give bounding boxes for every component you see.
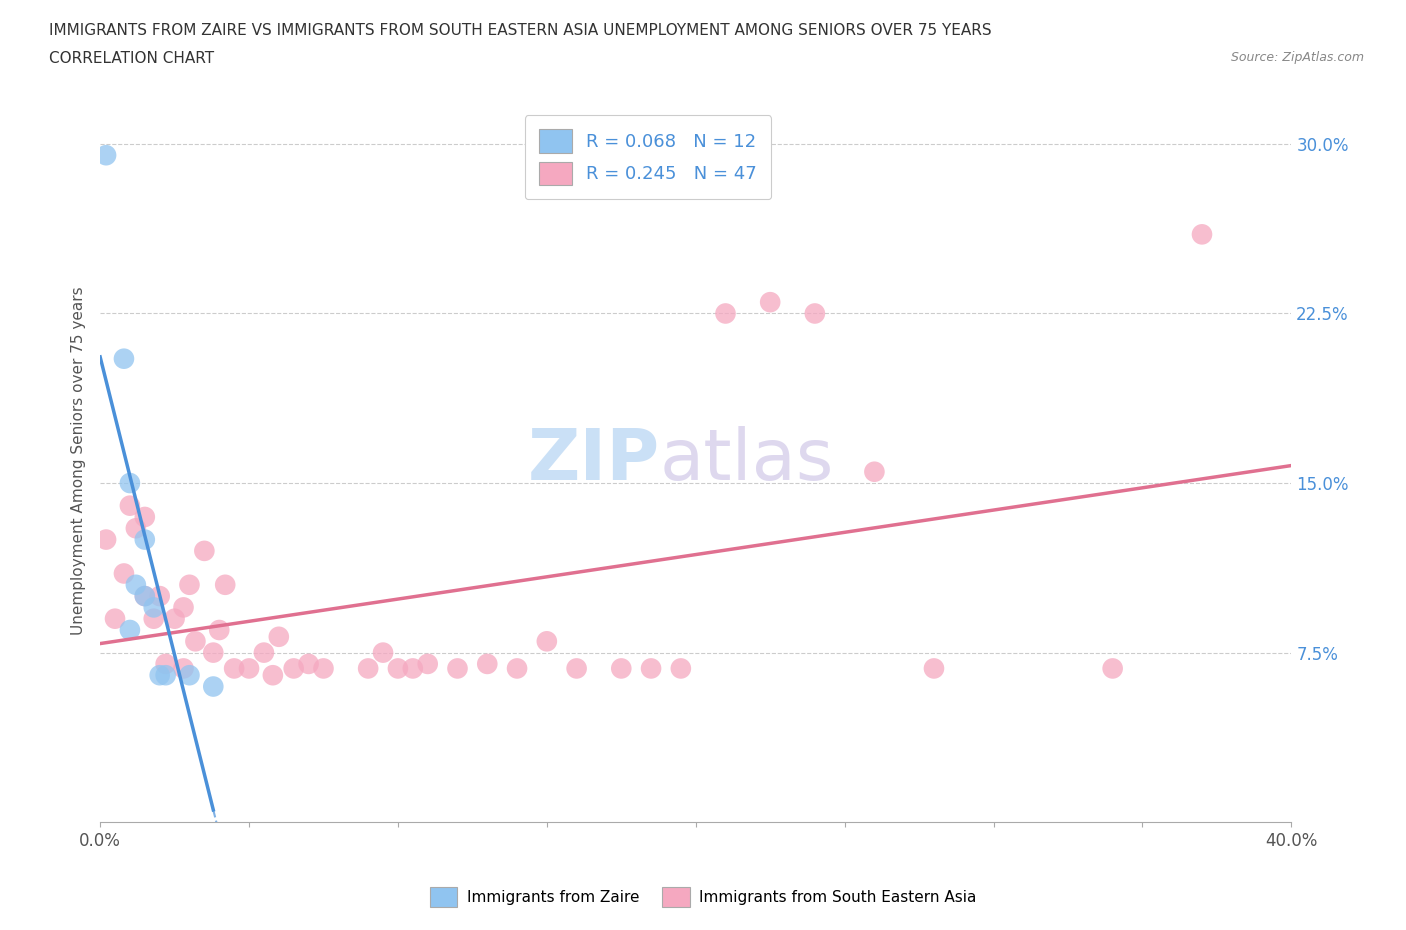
Legend: Immigrants from Zaire, Immigrants from South Eastern Asia: Immigrants from Zaire, Immigrants from S…	[423, 882, 983, 913]
Point	[94, 532, 117, 547]
Point	[193, 543, 215, 558]
Point	[179, 578, 201, 592]
Point	[387, 661, 409, 676]
Point	[155, 657, 177, 671]
Point	[565, 661, 588, 676]
Point	[184, 634, 207, 649]
Point	[118, 622, 141, 637]
Point	[253, 645, 276, 660]
Text: CORRELATION CHART: CORRELATION CHART	[49, 51, 214, 66]
Point	[125, 521, 148, 536]
Point	[262, 668, 284, 683]
Point	[714, 306, 737, 321]
Point	[134, 589, 156, 604]
Point	[416, 657, 439, 671]
Point	[202, 679, 225, 694]
Point	[173, 600, 195, 615]
Point	[446, 661, 468, 676]
Text: ZIP: ZIP	[527, 426, 659, 495]
Point	[640, 661, 662, 676]
Point	[312, 661, 335, 676]
Text: IMMIGRANTS FROM ZAIRE VS IMMIGRANTS FROM SOUTH EASTERN ASIA UNEMPLOYMENT AMONG S: IMMIGRANTS FROM ZAIRE VS IMMIGRANTS FROM…	[49, 23, 991, 38]
Point	[118, 498, 141, 513]
Point	[759, 295, 782, 310]
Point	[134, 532, 156, 547]
Point	[863, 464, 886, 479]
Y-axis label: Unemployment Among Seniors over 75 years: Unemployment Among Seniors over 75 years	[72, 286, 86, 635]
Point	[922, 661, 945, 676]
Point	[94, 148, 117, 163]
Point	[477, 657, 499, 671]
Point	[371, 645, 394, 660]
Point	[238, 661, 260, 676]
Point	[112, 352, 135, 366]
Point	[173, 661, 195, 676]
Point	[297, 657, 319, 671]
Point	[179, 668, 201, 683]
Point	[610, 661, 633, 676]
Point	[155, 668, 177, 683]
Point	[669, 661, 692, 676]
Point	[142, 600, 165, 615]
Point	[142, 611, 165, 626]
Point	[112, 566, 135, 581]
Point	[536, 634, 558, 649]
Legend: R = 0.068   N = 12, R = 0.245   N = 47: R = 0.068 N = 12, R = 0.245 N = 47	[524, 115, 772, 199]
Text: atlas: atlas	[659, 426, 834, 495]
Point	[1191, 227, 1213, 242]
Text: Source: ZipAtlas.com: Source: ZipAtlas.com	[1230, 51, 1364, 64]
Point	[149, 589, 172, 604]
Point	[357, 661, 380, 676]
Point	[202, 645, 225, 660]
Point	[506, 661, 529, 676]
Point	[163, 611, 186, 626]
Point	[224, 661, 246, 676]
Point	[208, 622, 231, 637]
Point	[1101, 661, 1123, 676]
Point	[125, 578, 148, 592]
Point	[104, 611, 127, 626]
Point	[283, 661, 305, 676]
Point	[134, 589, 156, 604]
Point	[134, 510, 156, 525]
Point	[267, 630, 290, 644]
Point	[804, 306, 827, 321]
Point	[214, 578, 236, 592]
Point	[149, 668, 172, 683]
Point	[402, 661, 425, 676]
Point	[118, 475, 141, 490]
